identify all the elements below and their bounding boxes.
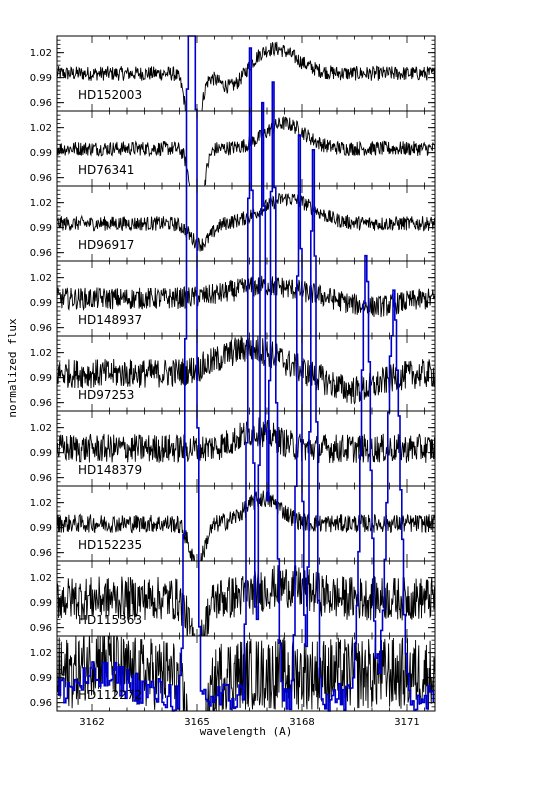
y-tick-label: 0.96 (30, 698, 52, 709)
overlay-emission-profile (57, 35, 435, 712)
x-tick-label: 3165 (184, 717, 209, 728)
y-tick-label: 0.96 (30, 623, 52, 634)
x-axis-title: wavelength (A) (200, 725, 293, 738)
x-tick-label: 3168 (289, 717, 314, 728)
star-label: HD152003 (78, 88, 142, 102)
y-tick-label: 1.02 (30, 573, 52, 584)
x-tick-label: 3171 (394, 717, 419, 728)
spectrum-line (57, 636, 435, 711)
y-tick-label: 0.99 (30, 448, 52, 459)
y-tick-label: 0.96 (30, 548, 52, 559)
star-label: HD148379 (78, 463, 142, 477)
star-label: HD76341 (78, 163, 134, 177)
y-tick-label: 0.96 (30, 173, 52, 184)
y-tick-label: 0.96 (30, 473, 52, 484)
star-label: HD115363 (78, 613, 142, 627)
y-tick-label: 0.96 (30, 248, 52, 259)
y-tick-label: 1.02 (30, 423, 52, 434)
y-tick-label: 1.02 (30, 498, 52, 509)
star-label: HD112272 (78, 688, 142, 702)
y-tick-label: 0.99 (30, 73, 52, 84)
spectrum-panels (57, 41, 435, 711)
spectrum-line (57, 115, 435, 186)
spectrum-line (57, 41, 435, 111)
star-label: HD97253 (78, 388, 134, 402)
spectrum-line (57, 417, 435, 464)
y-tick-label: 1.02 (30, 348, 52, 359)
x-axis-ticks: 3162 3165 3168 3171 (79, 717, 419, 728)
y-axis-title: normalized flux (6, 318, 19, 418)
y-tick-label: 0.99 (30, 298, 52, 309)
y-tick-label: 0.99 (30, 598, 52, 609)
star-label: HD96917 (78, 238, 134, 252)
x-tick-label: 3162 (79, 717, 104, 728)
y-tick-label: 1.02 (30, 273, 52, 284)
y-tick-label: 0.96 (30, 398, 52, 409)
star-label: HD152235 (78, 538, 142, 552)
star-label: HD148937 (78, 313, 142, 327)
y-tick-label: 1.02 (30, 123, 52, 134)
spectrum-line (57, 275, 435, 318)
spectrum-line (57, 192, 435, 252)
y-tick-label: 1.02 (30, 198, 52, 209)
y-tick-label: 0.99 (30, 373, 52, 384)
y-tick-label: 1.02 (30, 648, 52, 659)
y-tick-label: 0.99 (30, 523, 52, 534)
y-tick-label: 0.99 (30, 673, 52, 684)
y-tick-label: 0.99 (30, 148, 52, 159)
y-tick-label: 0.96 (30, 98, 52, 109)
y-tick-label: 0.99 (30, 223, 52, 234)
y-tick-label: 1.02 (30, 48, 52, 59)
y-tick-label: 0.96 (30, 323, 52, 334)
panel-frames: HD152003 1.02 0.99 0.96 HD76341 1.02 0.99 0.96 H… (30, 35, 436, 712)
spectrum-line (57, 336, 435, 405)
